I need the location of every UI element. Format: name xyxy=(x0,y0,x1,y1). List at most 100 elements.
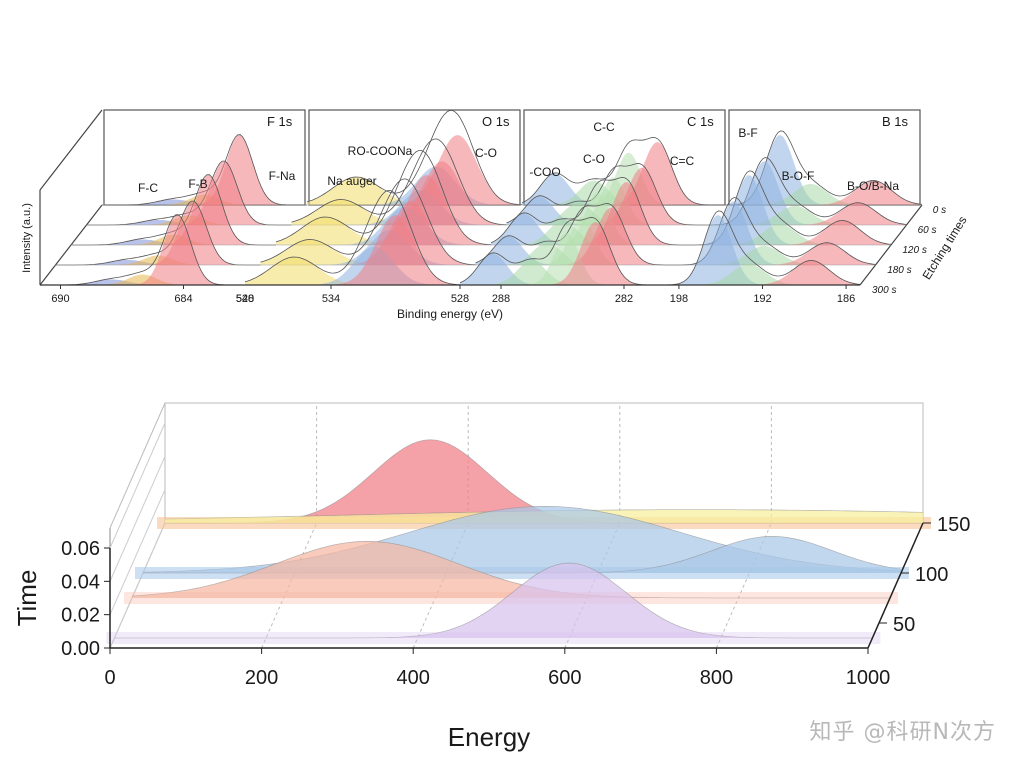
envelope-line xyxy=(490,177,696,246)
x-tick-label: 282 xyxy=(615,293,633,305)
peak-area xyxy=(260,230,476,265)
peak-area xyxy=(86,161,292,225)
peak-area xyxy=(665,264,860,285)
peak-area xyxy=(727,184,922,205)
x-tick-label: 198 xyxy=(670,293,688,305)
z-axis-title: Etching times xyxy=(920,214,970,283)
panel-title: B 1s xyxy=(882,114,909,129)
depth-edge-top xyxy=(39,109,103,191)
envelope-line xyxy=(521,137,727,206)
peak-area xyxy=(522,180,727,205)
peak-area xyxy=(665,260,860,285)
x-tick-label: 528 xyxy=(451,293,469,305)
peak-area xyxy=(522,142,727,205)
peak-label: F-Na xyxy=(269,169,296,183)
time-tick-label: 0.06 xyxy=(61,538,100,560)
peak-area xyxy=(40,215,245,285)
x-tick-label: 540 xyxy=(236,293,254,305)
peak-area xyxy=(460,222,665,285)
peak-area xyxy=(40,274,245,285)
peak-area xyxy=(291,199,507,225)
peak-area xyxy=(55,255,261,265)
energy-tick-label: 200 xyxy=(245,667,278,689)
peak-label: C-O xyxy=(475,146,497,160)
y-axis-title: Intensity (a.u.) xyxy=(21,203,33,273)
peak-label: Na auger xyxy=(327,174,376,188)
energy-tick-label: 400 xyxy=(397,667,430,689)
peak-area xyxy=(245,257,460,285)
energy-axis-title: Energy xyxy=(448,722,530,752)
x-tick-label: 192 xyxy=(753,293,771,305)
peak-area xyxy=(475,217,681,265)
etch-time-label: 180 s xyxy=(887,265,911,276)
peak-label: C-O xyxy=(583,152,605,166)
peak-area xyxy=(460,232,665,285)
energy-tick-label: 600 xyxy=(548,667,581,689)
time-tick-label: 0.00 xyxy=(61,638,100,660)
series-ribbon xyxy=(106,632,881,644)
x-tick-label: 528 xyxy=(236,293,254,305)
peak-area xyxy=(86,219,292,225)
peak-area xyxy=(260,201,476,265)
peak-area xyxy=(71,175,276,245)
peak-label: -COO xyxy=(529,165,560,179)
peak-area xyxy=(276,175,491,245)
peak-area xyxy=(291,161,507,225)
peak-area xyxy=(727,180,922,205)
peak-label: B-O/B-Na xyxy=(847,179,899,193)
left-wall-edge xyxy=(109,402,166,529)
peak-area xyxy=(55,201,261,265)
x-tick-label: 690 xyxy=(51,293,69,305)
peak-area xyxy=(665,215,860,285)
energy-tick-label: 0 xyxy=(104,667,115,689)
peak-area xyxy=(307,135,522,205)
time-tick-label: 0.04 xyxy=(61,571,100,593)
envelope-line xyxy=(665,210,861,286)
energy-tick-label: 800 xyxy=(700,667,733,689)
etch-time-label: 120 s xyxy=(902,245,926,256)
etch-time-label: 60 s xyxy=(918,225,937,236)
peak-label: B-O-F xyxy=(782,169,815,183)
peak-area xyxy=(696,220,891,245)
watermark: 知乎 @科研N次方 xyxy=(809,720,996,745)
x-tick-label: 186 xyxy=(837,293,855,305)
envelope-line xyxy=(260,178,476,266)
envelope-line xyxy=(55,200,261,266)
energy-time-3d-chart: 0 200 400 600 800 1000 0.00 0.02 0.04 0.06 50 100 15… xyxy=(12,402,970,752)
depth-tick-label: 150 xyxy=(937,514,970,536)
peak-area xyxy=(491,182,696,245)
x-tick-label: 534 xyxy=(322,293,340,305)
x-axis-title: Binding energy (eV) xyxy=(397,307,503,321)
panel-title: F 1s xyxy=(267,114,293,129)
etch-time-label: 300 s xyxy=(872,285,896,296)
peak-area xyxy=(506,177,712,225)
side-gridline xyxy=(109,489,166,615)
envelope-line xyxy=(275,149,492,246)
floor-gridline xyxy=(715,522,772,649)
energy-curve-area xyxy=(143,536,901,573)
energy-tick-label: 1000 xyxy=(846,667,891,689)
energy-curve-line xyxy=(131,540,890,599)
peak-label: F-C xyxy=(138,181,158,195)
etch-time-label: 0 s xyxy=(933,205,946,216)
envelope-line xyxy=(459,217,665,286)
peak-label: F-B xyxy=(188,177,207,191)
time-axis-title: Time xyxy=(12,570,42,627)
peak-area xyxy=(711,202,907,225)
side-gridline xyxy=(109,522,166,649)
side-gridline xyxy=(109,422,166,549)
panel-title: O 1s xyxy=(482,114,510,129)
depth-axis-line xyxy=(867,522,924,649)
x-tick-label: 288 xyxy=(492,293,510,305)
peak-area xyxy=(680,242,876,265)
peak-area xyxy=(711,205,907,225)
peak-area xyxy=(102,135,307,205)
peak-area xyxy=(696,224,891,245)
peak-area xyxy=(71,239,276,245)
peak-area xyxy=(276,217,491,245)
side-gridline xyxy=(109,456,166,582)
peak-label: B-F xyxy=(738,126,757,140)
energy-curve-line xyxy=(114,562,873,639)
peak-label: C-C xyxy=(593,120,615,134)
